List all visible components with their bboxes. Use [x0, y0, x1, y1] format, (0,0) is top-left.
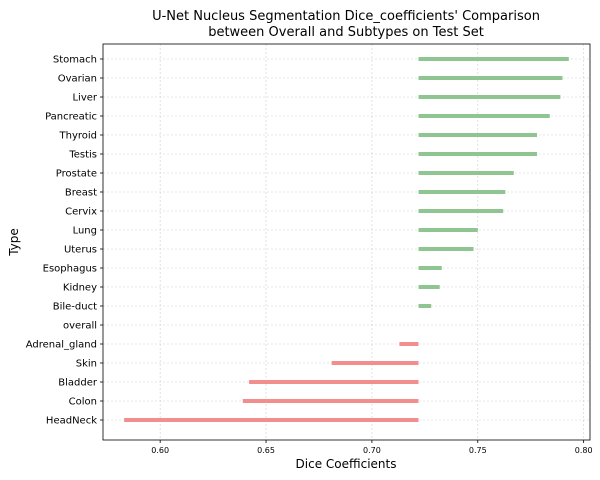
bar-pancreatic [418, 114, 550, 118]
bar-skin [331, 361, 419, 365]
y-tick-label: Stomach [53, 55, 97, 66]
bar-colon [242, 399, 419, 403]
x-tick-label: 0.65 [257, 446, 275, 455]
x-tick-label: 0.60 [151, 446, 169, 455]
y-tick-label: Thyroid [59, 131, 98, 142]
y-tick-labels: Stomach Ovarian Liver Pancreatic Thyroid Test… [26, 55, 103, 427]
y-tick-label: Adrenal_gland [26, 340, 97, 351]
y-tick-label: Testis [68, 150, 97, 161]
x-tick-label: 0.80 [575, 446, 593, 455]
y-tick-label: Pancreatic [45, 112, 97, 123]
bar-kidney [418, 285, 440, 289]
y-tick-label: Colon [69, 397, 97, 408]
y-tick-label: overall [63, 321, 97, 332]
y-tick-label: Breast [65, 188, 97, 199]
chart-title-line1: U-Net Nucleus Segmentation Dice_coeffici… [152, 9, 540, 24]
x-tick-label: 0.75 [469, 446, 487, 455]
y-tick-label: Lung [73, 226, 97, 237]
x-tick-label: 0.70 [363, 446, 381, 455]
bar-bile-duct [418, 304, 432, 308]
y-tick-label: Bladder [58, 378, 98, 389]
y-tick-label: Esophagus [43, 264, 97, 275]
bars-layer [124, 57, 569, 422]
y-tick-label: Ovarian [58, 74, 97, 85]
bar-uterus [418, 247, 474, 251]
y-tick-label: HeadNeck [46, 416, 97, 427]
bar-liver [418, 95, 561, 99]
bar-esophagus [418, 266, 442, 270]
y-tick-label: Bile-duct [53, 302, 97, 313]
bar-adrenal-gland [399, 342, 419, 346]
bar-lung [418, 228, 478, 232]
bar-cervix [418, 209, 504, 213]
bar-testis [418, 152, 538, 156]
y-tick-label: Uterus [64, 245, 97, 256]
grid-layer [103, 44, 590, 440]
bar-headneck [124, 418, 419, 422]
bar-stomach [418, 57, 569, 61]
y-tick-label: Liver [72, 93, 97, 104]
bar-prostate [418, 171, 514, 175]
x-tick-labels: 0.60 0.65 0.70 0.75 0.80 [151, 440, 593, 455]
bar-bladder [249, 380, 419, 384]
y-axis-label: Type [7, 228, 21, 257]
x-axis-label: Dice Coefficients [296, 457, 397, 471]
bar-thyroid [418, 133, 538, 137]
y-tick-label: Skin [76, 359, 97, 370]
bar-ovarian [418, 76, 563, 80]
bar-breast [418, 190, 506, 194]
y-tick-label: Cervix [65, 207, 97, 218]
chart-title-line2: between Overall and Subtypes on Test Set [208, 25, 484, 40]
plot-frame [102, 43, 591, 441]
y-tick-label: Prostate [56, 169, 97, 180]
y-tick-label: Kidney [63, 283, 97, 294]
